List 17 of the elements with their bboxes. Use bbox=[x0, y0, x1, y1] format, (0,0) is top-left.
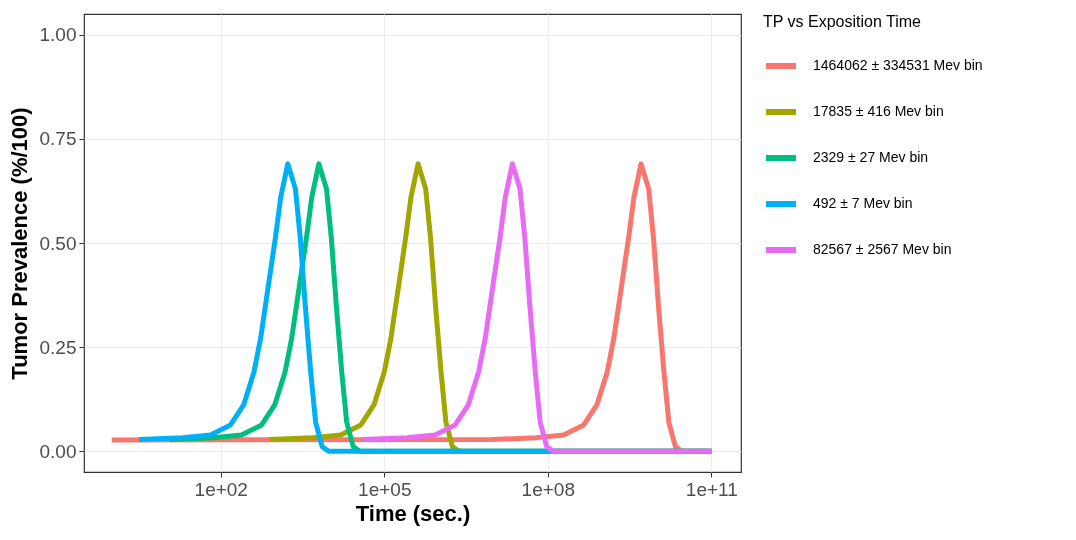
y-tick-label: 1.00 bbox=[39, 24, 77, 46]
legend-label: 492 ± 7 Mev bin bbox=[813, 195, 913, 211]
legend-label: 2329 ± 27 Mev bin bbox=[813, 149, 929, 165]
x-tick-label: 1e+02 bbox=[194, 478, 248, 500]
y-tick-label: 0.50 bbox=[39, 232, 77, 254]
y-axis-title: Tumor Prevalence (%/100) bbox=[6, 107, 32, 380]
x-tick-label: 1e+08 bbox=[521, 478, 575, 500]
y-tick-label: 0.00 bbox=[39, 440, 77, 462]
legend-label: 1464062 ± 334531 Mev bin bbox=[813, 57, 983, 73]
legend-title: TP vs Exposition Time bbox=[763, 13, 922, 30]
legend-label: 17835 ± 416 Mev bin bbox=[813, 103, 944, 119]
x-tick-label: 1e+05 bbox=[358, 478, 412, 500]
y-tick-label: 0.75 bbox=[39, 128, 77, 150]
x-tick-label: 1e+11 bbox=[685, 478, 738, 500]
y-tick-label: 0.25 bbox=[39, 336, 77, 358]
legend-label: 82567 ± 2567 Mev bin bbox=[813, 241, 952, 257]
x-axis-title: Time (sec.) bbox=[355, 500, 471, 526]
